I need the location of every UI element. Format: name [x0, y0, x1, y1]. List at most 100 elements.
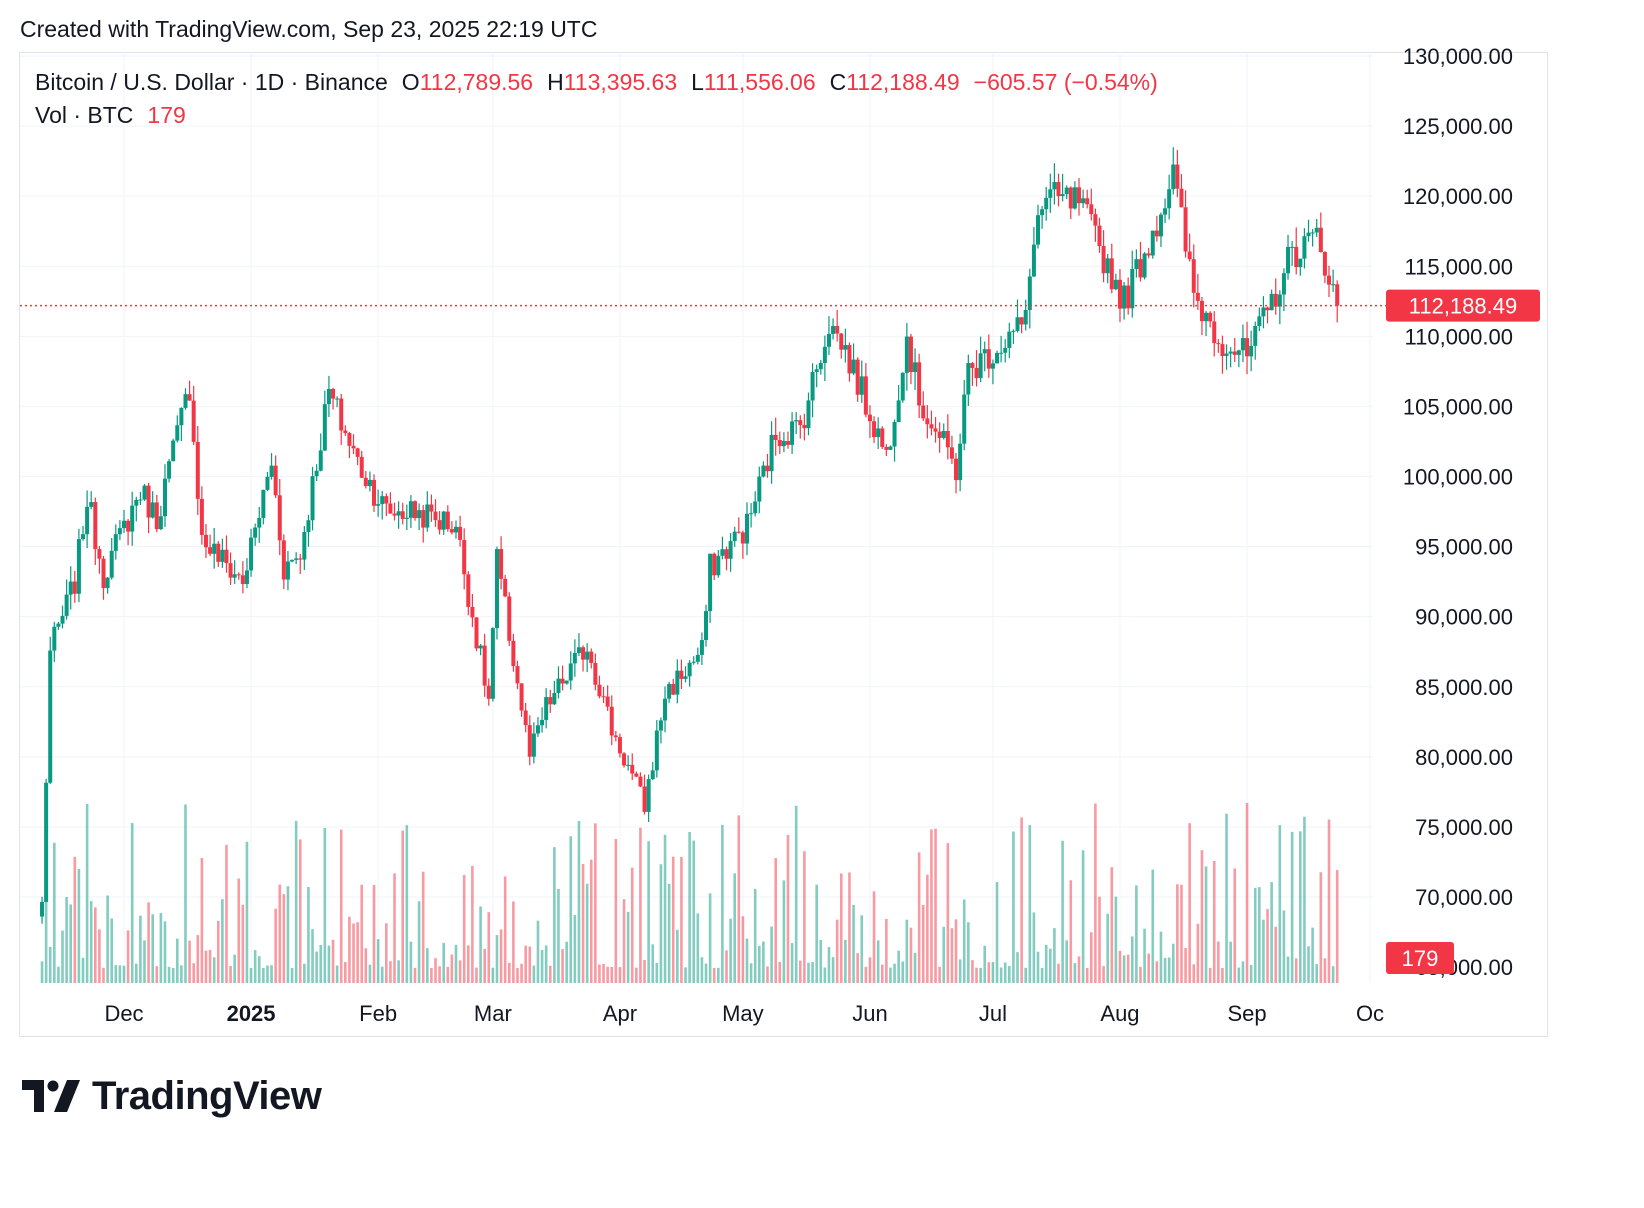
candle-body — [401, 511, 405, 519]
candle-body — [1143, 253, 1147, 277]
volume-bar — [1188, 823, 1191, 983]
volume-bar — [627, 912, 630, 983]
candle-body — [1159, 215, 1163, 237]
volume-bar — [856, 953, 859, 983]
volume-bar — [1004, 963, 1007, 983]
volume-bar — [1053, 928, 1056, 983]
volume-bar — [615, 839, 618, 983]
candle-body — [229, 563, 233, 578]
volume-bar — [979, 968, 982, 983]
candle-body — [85, 507, 89, 534]
close-label: C — [830, 69, 847, 95]
volume-bar — [127, 930, 130, 983]
candle-body — [1229, 352, 1233, 354]
volume-bar — [483, 949, 486, 983]
volume-bar — [336, 965, 339, 983]
tradingview-logo[interactable]: TradingView — [22, 1074, 321, 1118]
candle-body — [175, 425, 179, 440]
volume-bar — [934, 829, 937, 983]
volume-bar — [1262, 920, 1265, 983]
candle-body — [917, 362, 921, 405]
volume-bar — [610, 967, 613, 983]
volume-bar — [1311, 928, 1314, 983]
candle-body — [651, 770, 655, 779]
candle-body — [380, 496, 384, 504]
volume-bar — [926, 875, 929, 983]
time-axis: Dec 2025 Feb Mar Apr May Jun Jul Aug Sep Oc — [104, 1001, 1384, 1026]
candle-body — [294, 558, 298, 559]
candle-body — [1331, 284, 1335, 285]
volume-bar — [697, 913, 700, 983]
volume-bar — [709, 893, 712, 983]
candle-body — [569, 663, 573, 680]
volume-bar — [1061, 841, 1064, 983]
volume-bar — [1274, 927, 1277, 983]
candle-body — [1204, 313, 1208, 321]
candle-body — [102, 559, 106, 588]
volume-bar — [1324, 958, 1327, 983]
candle-body — [1081, 198, 1085, 203]
candle-body — [1171, 165, 1175, 190]
candle-body — [106, 578, 110, 588]
volume-bar — [352, 924, 355, 983]
volume-bar — [1250, 965, 1253, 983]
volume-bar — [545, 945, 548, 983]
candle-body — [647, 779, 651, 812]
volume-bar — [237, 878, 240, 983]
volume-bar — [647, 841, 650, 983]
candle-body — [167, 461, 171, 478]
candle-body — [204, 535, 208, 547]
candle-body — [147, 486, 151, 518]
candle-body — [224, 550, 228, 563]
volume-bar — [139, 916, 142, 983]
volume-bar — [496, 935, 499, 983]
candle-body — [696, 655, 700, 662]
candle-body — [1319, 228, 1323, 252]
volume-bar — [873, 891, 876, 983]
candle-body — [856, 360, 860, 395]
candle-body — [606, 697, 610, 707]
volume-bar — [164, 921, 167, 983]
candle-body — [1167, 189, 1171, 208]
volume-bar — [938, 967, 941, 983]
volume-bar — [631, 868, 634, 983]
volume-bar — [680, 857, 683, 983]
volume-bar — [668, 884, 671, 983]
volume-bar — [401, 831, 404, 983]
candle-body — [511, 641, 515, 666]
volume-bar — [705, 964, 708, 983]
volume-bar — [225, 845, 228, 983]
volume-bar — [1151, 870, 1154, 983]
volume-bar — [1029, 825, 1032, 983]
candle-body — [77, 539, 81, 594]
candle-body — [1044, 198, 1048, 209]
volume-bar — [53, 843, 56, 983]
candle-body — [1052, 182, 1056, 189]
candle-body — [446, 512, 450, 529]
candle-body — [1147, 253, 1151, 255]
volume-bar — [561, 949, 564, 983]
candle-body — [778, 440, 782, 446]
volume-bar — [512, 901, 515, 983]
candle-body — [753, 502, 757, 514]
volume-label: Vol · BTC — [35, 102, 133, 128]
volume-bar — [1078, 956, 1081, 983]
candle-body — [536, 725, 540, 733]
volume-bar — [1094, 804, 1097, 983]
candle-body — [1237, 350, 1241, 355]
volume-bar — [733, 873, 736, 983]
candle-body — [458, 527, 462, 540]
candle-body — [249, 538, 253, 571]
volume-bar — [1233, 868, 1236, 983]
candle-body — [138, 500, 142, 501]
candle-body — [786, 441, 790, 445]
symbol-legend: Bitcoin / U.S. Dollar · 1D · Binance O112… — [35, 66, 1158, 132]
candle-body — [155, 502, 159, 529]
volume-bar — [438, 966, 441, 983]
candle-body — [1311, 232, 1315, 233]
candle-body — [1282, 273, 1286, 294]
volume-bar — [475, 968, 478, 983]
candle-body — [253, 528, 257, 538]
volume-bar — [791, 943, 794, 983]
